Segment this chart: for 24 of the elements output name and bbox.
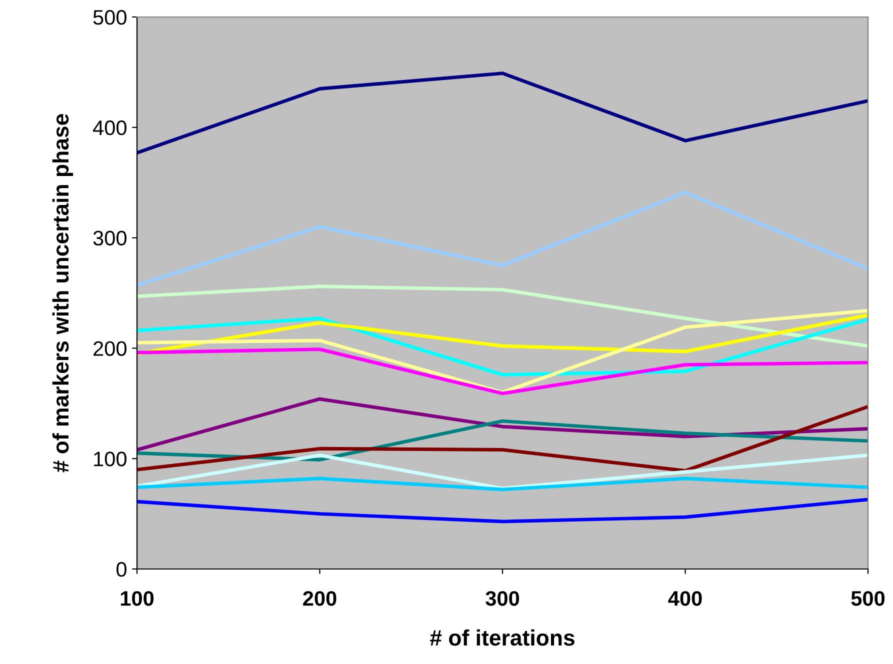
line-series [137, 284, 868, 348]
y-tick-label: 0 [116, 562, 126, 577]
x-tick-label: 500 [851, 591, 885, 606]
line-series [137, 72, 868, 155]
line-series [137, 404, 868, 472]
y-tick-label: 400 [93, 120, 126, 136]
y-tick-label: 300 [93, 230, 126, 246]
x-tick-label: 100 [120, 591, 154, 606]
line-series [137, 190, 868, 288]
line-series [137, 397, 868, 452]
line-series [137, 308, 868, 394]
x-tick-label: 200 [303, 591, 336, 606]
line-series [137, 348, 868, 396]
y-axis-title: # of markers with uncertain phase [52, 114, 74, 472]
y-tick-label: 200 [94, 341, 126, 356]
line-series [137, 454, 868, 490]
y-tick-label: 500 [93, 10, 126, 25]
x-axis-title: # of iterations [430, 629, 574, 646]
y-tick-label: 100 [94, 452, 126, 466]
x-tick-label: 300 [486, 591, 520, 606]
line-series [137, 313, 868, 356]
line-series [137, 316, 868, 376]
x-tick-label: 400 [668, 591, 702, 606]
line-series [137, 498, 868, 524]
